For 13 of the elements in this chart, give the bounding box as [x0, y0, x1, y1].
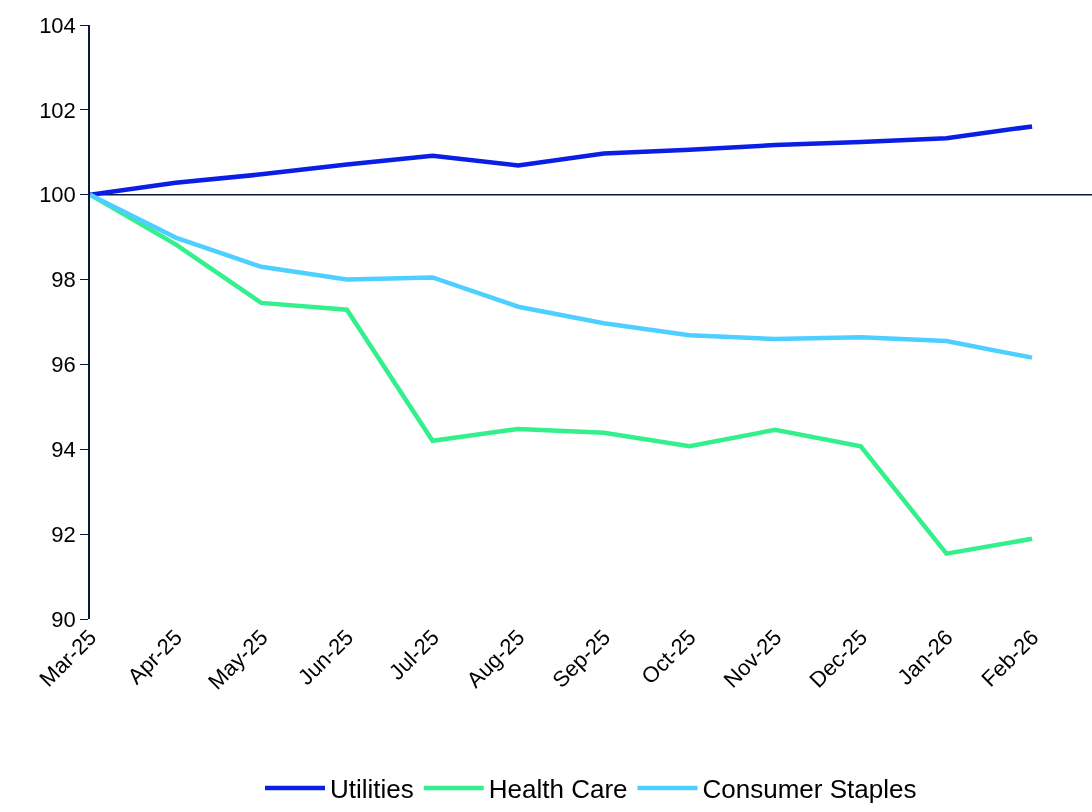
legend-label: Utilities [330, 774, 414, 805]
y-tick-label: 94 [51, 436, 76, 462]
y-tick-label: 90 [51, 606, 76, 632]
legend-label: Health Care [488, 774, 628, 805]
y-tick-label: 100 [39, 182, 76, 208]
y-tick-label: 104 [39, 12, 76, 38]
line-series [90, 124, 1035, 197]
y-tick-label: 92 [51, 521, 76, 547]
y-tick-label: 96 [51, 352, 76, 378]
y-tick-label: 102 [39, 97, 76, 123]
y-tick-label: 98 [51, 267, 76, 293]
line-series [90, 192, 1035, 360]
legend-label: Consumer Staples [702, 774, 917, 805]
